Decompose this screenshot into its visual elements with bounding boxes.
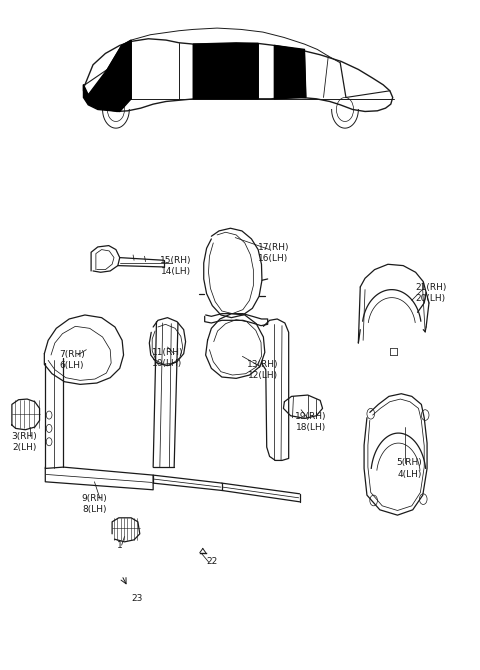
Text: 1: 1: [117, 541, 122, 549]
Polygon shape: [275, 46, 306, 98]
Text: 23: 23: [132, 594, 143, 603]
Text: 13(RH)
12(LH): 13(RH) 12(LH): [247, 360, 279, 381]
Text: 17(RH)
16(LH): 17(RH) 16(LH): [258, 243, 289, 263]
Polygon shape: [193, 44, 258, 98]
Text: 9(RH)
8(LH): 9(RH) 8(LH): [82, 494, 108, 514]
Polygon shape: [84, 40, 131, 111]
Text: 22: 22: [207, 557, 218, 565]
Text: 5(RH)
4(LH): 5(RH) 4(LH): [396, 458, 422, 478]
Text: 11(RH)
10(LH): 11(RH) 10(LH): [152, 348, 183, 369]
Text: 19(RH)
18(LH): 19(RH) 18(LH): [295, 412, 326, 432]
Text: 7(RH)
6(LH): 7(RH) 6(LH): [59, 350, 85, 370]
Text: 3(RH)
2(LH): 3(RH) 2(LH): [12, 431, 37, 452]
Text: 15(RH)
14(LH): 15(RH) 14(LH): [160, 256, 192, 276]
Text: 21(RH)
20(LH): 21(RH) 20(LH): [415, 283, 446, 303]
